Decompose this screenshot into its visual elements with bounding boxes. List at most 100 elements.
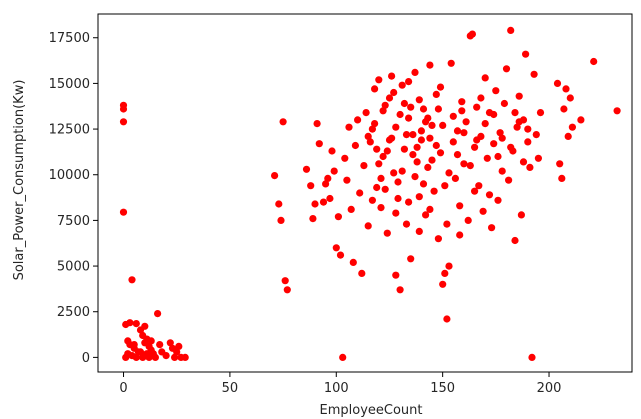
data-point — [141, 322, 149, 330]
data-point — [556, 160, 564, 168]
data-point — [513, 123, 521, 131]
scatter-points — [119, 26, 621, 361]
data-point — [354, 116, 362, 124]
data-point — [326, 194, 334, 203]
data-point — [564, 132, 572, 140]
data-point — [432, 90, 440, 98]
data-point — [515, 118, 523, 126]
y-axis-label: Solar_Power_Consumption(Kw) — [12, 80, 27, 281]
data-point — [151, 353, 159, 361]
data-point — [368, 196, 376, 204]
data-point — [307, 182, 315, 190]
data-point — [356, 189, 364, 197]
data-point — [405, 114, 413, 122]
data-point — [560, 105, 568, 113]
data-point — [405, 198, 413, 206]
data-point — [383, 147, 391, 155]
data-point — [385, 136, 394, 144]
data-point — [275, 200, 283, 208]
data-point — [522, 50, 530, 58]
data-point — [373, 145, 381, 153]
data-point — [441, 269, 449, 277]
data-point — [530, 70, 538, 78]
data-point — [526, 163, 534, 171]
data-point — [413, 143, 421, 151]
data-point — [471, 187, 479, 195]
data-point — [171, 353, 179, 361]
data-point — [498, 134, 506, 142]
data-point — [445, 169, 453, 177]
y-tick-label: 17500 — [49, 31, 90, 46]
data-point — [458, 107, 466, 115]
data-point — [456, 202, 464, 210]
data-point — [132, 353, 140, 361]
data-point — [402, 220, 411, 228]
data-point — [471, 143, 479, 151]
data-point — [441, 182, 449, 190]
data-point — [368, 125, 376, 133]
data-point — [553, 79, 562, 87]
data-point — [415, 193, 423, 201]
data-point — [390, 169, 398, 177]
data-point — [364, 222, 372, 230]
data-point — [330, 167, 338, 175]
data-point — [128, 276, 136, 284]
data-point — [126, 319, 134, 327]
data-point — [396, 110, 404, 119]
data-point — [309, 215, 317, 223]
data-point — [381, 101, 389, 109]
data-point — [432, 141, 440, 150]
data-point — [460, 160, 468, 168]
data-point — [426, 134, 434, 142]
y-tick-label: 7500 — [57, 214, 90, 229]
data-point — [345, 123, 353, 131]
data-point — [324, 174, 332, 182]
data-point — [277, 216, 285, 224]
x-tick-label: 200 — [537, 381, 562, 396]
data-point — [483, 154, 491, 162]
data-point — [392, 123, 400, 131]
data-point — [568, 123, 577, 131]
data-point — [502, 65, 511, 73]
y-tick-label: 15000 — [49, 77, 90, 92]
data-point — [434, 105, 442, 113]
data-point — [428, 121, 436, 129]
data-point — [447, 59, 455, 67]
data-point — [439, 121, 447, 129]
data-point — [311, 200, 319, 208]
data-point — [334, 213, 342, 221]
data-point — [613, 107, 621, 115]
y-tick-label: 0 — [82, 351, 90, 366]
x-tick-label: 0 — [119, 381, 127, 396]
data-point — [426, 61, 434, 69]
data-point — [119, 105, 128, 113]
data-point — [490, 140, 498, 148]
data-point — [281, 277, 289, 285]
data-point — [371, 85, 379, 93]
data-point — [394, 194, 402, 203]
y-tick-label: 10000 — [49, 168, 90, 183]
data-point — [415, 227, 423, 235]
data-point — [373, 183, 381, 192]
data-point — [490, 110, 498, 119]
data-point — [319, 198, 328, 206]
data-point — [505, 176, 513, 184]
data-point — [519, 158, 528, 166]
data-point — [283, 286, 291, 294]
data-point — [347, 205, 355, 213]
data-point — [426, 205, 434, 213]
data-point — [315, 140, 323, 148]
data-point — [181, 353, 189, 361]
data-point — [383, 229, 391, 237]
data-point — [145, 353, 153, 361]
data-point — [332, 244, 340, 252]
data-point — [488, 224, 496, 232]
data-point — [173, 348, 181, 356]
data-point — [132, 320, 140, 328]
data-point — [460, 129, 468, 137]
data-point — [419, 180, 428, 188]
data-point — [398, 167, 406, 175]
data-point — [358, 269, 366, 277]
data-point — [390, 88, 398, 97]
